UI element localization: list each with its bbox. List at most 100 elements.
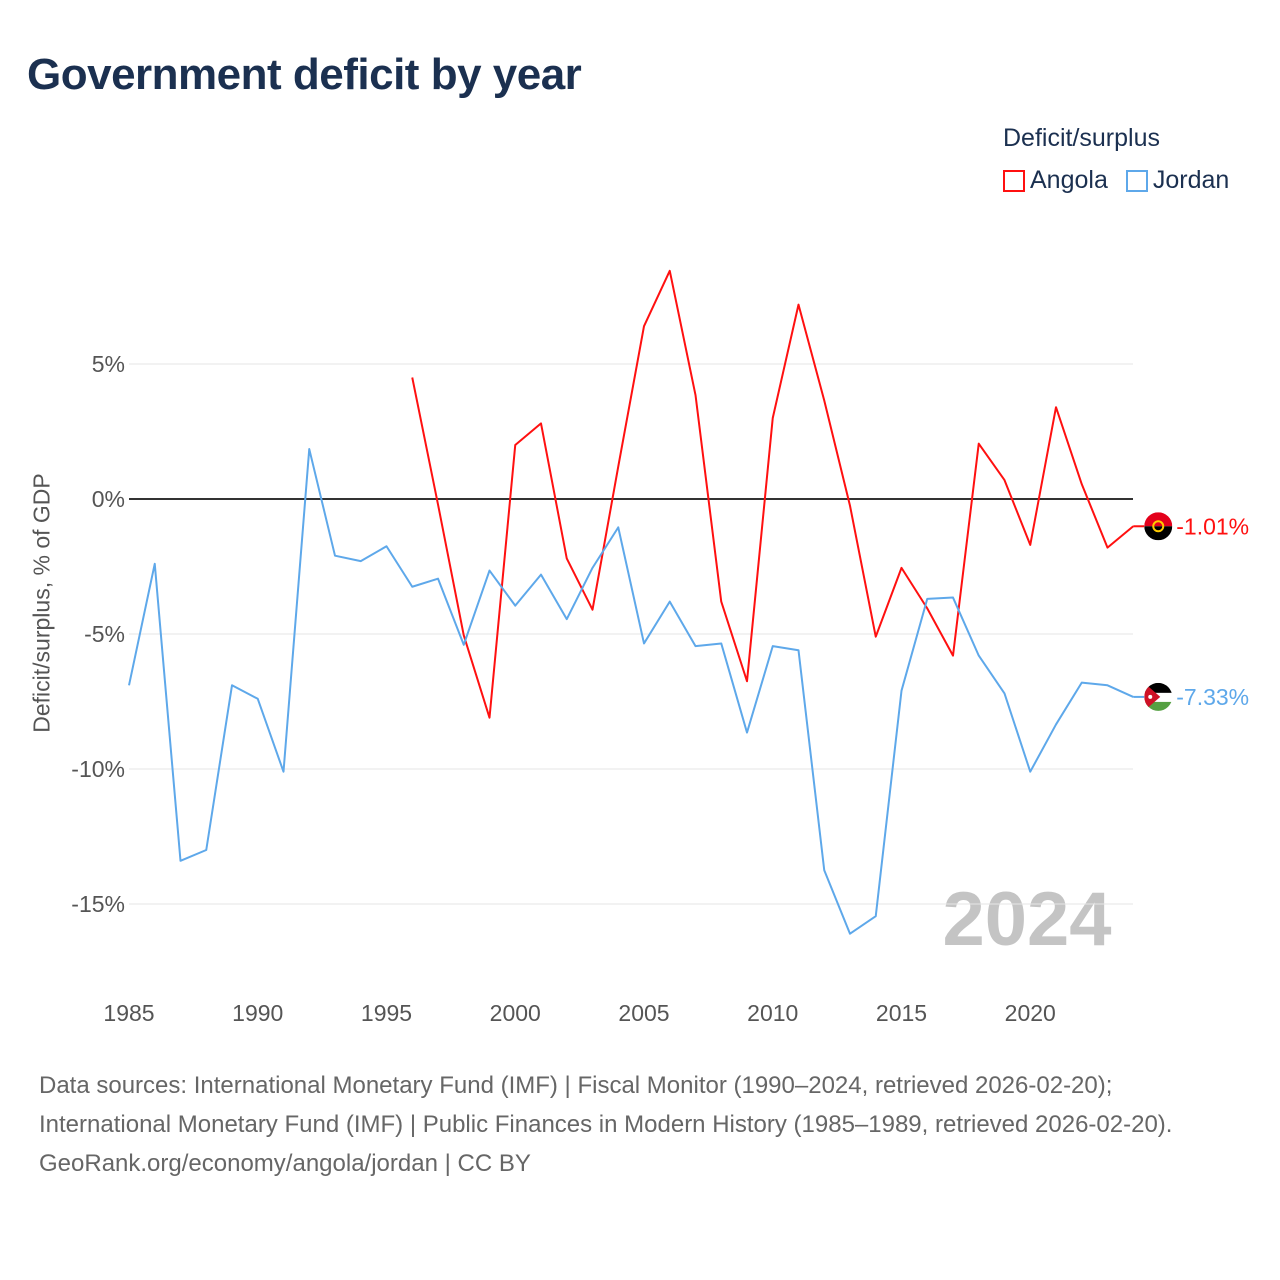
data-point-jordan: [925, 597, 929, 601]
data-point-jordan: [565, 617, 569, 621]
data-point-angola: [591, 608, 595, 612]
data-point-jordan: [951, 596, 955, 600]
data-point-jordan: [488, 569, 492, 573]
data-point-jordan: [230, 683, 234, 687]
data-point-jordan: [333, 554, 337, 558]
data-point-jordan: [977, 654, 981, 658]
x-tick-label: 2015: [876, 1000, 927, 1026]
data-point-angola: [719, 600, 723, 604]
data-point-angola: [977, 442, 981, 446]
data-point-angola: [1028, 543, 1032, 547]
data-point-jordan: [179, 859, 183, 863]
data-point-jordan: [513, 604, 517, 608]
data-point-angola: [1054, 405, 1058, 409]
legend-swatch-jordan: [1125, 169, 1148, 192]
data-point-jordan: [694, 644, 698, 648]
data-point-angola: [745, 679, 749, 683]
data-sources: Data sources: International Monetary Fun…: [39, 1072, 1173, 1138]
data-point-angola: [1080, 482, 1084, 486]
credit-link[interactable]: GeoRank.org/economy/angola/jordan | CC B…: [39, 1150, 531, 1177]
data-point-angola: [462, 633, 466, 637]
data-point-jordan: [1080, 681, 1084, 685]
data-point-jordan: [822, 868, 826, 872]
flag-stripe: [1144, 682, 1173, 693]
x-tick-label: 1985: [103, 1000, 154, 1026]
x-tick-label: 1995: [361, 1000, 412, 1026]
data-point-jordan: [256, 697, 260, 701]
y-tick-label: -5%: [84, 621, 125, 647]
flag-angola-icon: [1144, 512, 1173, 541]
footer: Data sources: International Monetary Fun…: [39, 1066, 1239, 1183]
y-tick-label: -10%: [71, 756, 125, 782]
data-point-jordan: [204, 848, 208, 852]
flag-star: [1148, 694, 1153, 699]
data-point-jordan: [591, 566, 595, 570]
data-point-jordan: [307, 447, 311, 451]
flag-stripe: [1144, 701, 1173, 711]
y-tick-label: 5%: [92, 351, 125, 377]
data-point-angola: [1106, 546, 1110, 550]
data-point-jordan: [616, 525, 620, 529]
flag-body: [1144, 512, 1173, 541]
data-point-angola: [848, 504, 852, 508]
data-point-jordan: [1028, 770, 1032, 774]
data-point-angola: [539, 421, 543, 425]
data-point-jordan: [385, 544, 389, 548]
data-point-jordan: [900, 689, 904, 693]
flag-stripe: [1144, 526, 1173, 541]
end-value-label-jordan: -7.33%: [1176, 684, 1249, 710]
data-point-angola: [513, 443, 517, 447]
data-point-angola: [822, 398, 826, 402]
flag-jordan-icon: [1144, 682, 1173, 711]
flag-body: [1144, 682, 1173, 711]
x-tick-label: 2005: [618, 1000, 669, 1026]
legend-label-angola: Angola: [1030, 166, 1108, 194]
data-point-jordan: [410, 585, 414, 589]
data-point-jordan: [1003, 691, 1007, 695]
x-tick-label: 1990: [232, 1000, 283, 1026]
data-point-angola: [488, 716, 492, 720]
data-point-jordan: [1106, 683, 1110, 687]
data-point-jordan: [771, 644, 775, 648]
data-point-angola: [1003, 478, 1007, 482]
chart-title: Government deficit by year: [27, 50, 582, 99]
x-tick-label: 2000: [490, 1000, 541, 1026]
data-point-jordan: [282, 770, 286, 774]
data-point-jordan: [642, 641, 646, 645]
flag-emblem: [1152, 520, 1165, 533]
legend: Angola Jordan: [1003, 166, 1229, 195]
legend-swatch-angola: [1003, 169, 1025, 192]
legend-item-jordan[interactable]: Jordan: [1125, 166, 1229, 195]
data-point-jordan: [745, 731, 749, 735]
data-point-jordan: [874, 914, 878, 918]
year-watermark: 2024: [942, 877, 1111, 962]
data-point-angola: [410, 376, 414, 380]
data-point-jordan: [539, 573, 543, 577]
data-point-angola: [565, 556, 569, 560]
data-point-jordan: [719, 641, 723, 645]
data-point-jordan: [127, 683, 131, 687]
series-line-angola: [411, 269, 1134, 719]
x-tick-label: 2010: [747, 1000, 798, 1026]
data-point-jordan: [797, 648, 801, 652]
data-point-angola: [797, 303, 801, 307]
legend-title: Deficit/surplus: [1003, 124, 1160, 152]
data-point-jordan: [462, 643, 466, 647]
data-point-jordan: [153, 562, 157, 566]
x-tick-label: 2020: [1005, 1000, 1056, 1026]
series-line-jordan: [128, 448, 1134, 935]
data-point-angola: [900, 566, 904, 570]
data-point-angola: [694, 393, 698, 397]
data-point-angola: [874, 635, 878, 639]
data-point-jordan: [1054, 722, 1058, 726]
y-tick-label: 0%: [92, 486, 125, 512]
legend-item-angola[interactable]: Angola: [1003, 166, 1108, 195]
data-point-jordan: [436, 577, 440, 581]
data-point-angola: [436, 502, 440, 506]
data-point-angola: [951, 654, 955, 658]
data-point-jordan: [848, 932, 852, 936]
end-value-label-angola: -1.01%: [1176, 513, 1249, 539]
data-point-angola: [668, 269, 672, 273]
data-point-angola: [771, 416, 775, 420]
